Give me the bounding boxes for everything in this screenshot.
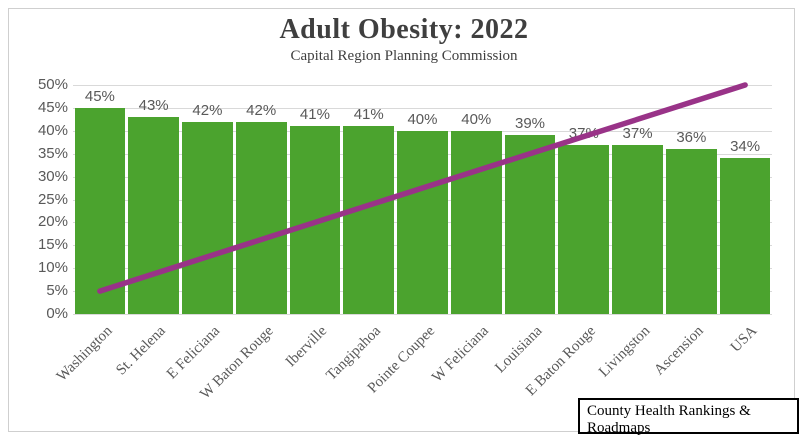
- y-axis-tick-label: 50%: [37, 76, 68, 93]
- bar-value-label: 40%: [461, 110, 492, 128]
- bar: [504, 135, 556, 314]
- trendline: [97, 82, 748, 294]
- bar: [612, 144, 663, 314]
- bar-value-label: 39%: [515, 115, 546, 133]
- bar-value-label: 41%: [299, 106, 330, 124]
- bar-value-label: 37%: [622, 124, 653, 142]
- bar-value-label: 42%: [246, 101, 277, 119]
- plot-area: 45% 43% 42% 42% 41% 41% 40% 40% 39% 37% 37% 36% 34%: [73, 82, 772, 315]
- bar-value-label: 42%: [192, 101, 223, 119]
- source-label: County Health Rankings & Roadmaps: [587, 403, 751, 436]
- gridline: [73, 85, 772, 86]
- bar-value-label: 40%: [407, 110, 438, 128]
- bar-value-label: 36%: [676, 129, 707, 147]
- bar-value-label: 34%: [730, 138, 761, 156]
- x-axis-category-label: Iberville: [283, 323, 331, 371]
- x-axis-category-label: W Feliciana: [428, 323, 492, 386]
- bar: [74, 107, 126, 314]
- bar: [343, 126, 395, 314]
- y-axis-tick-label: 25%: [37, 190, 68, 208]
- bar-value-label: 45%: [84, 87, 115, 105]
- bar: [665, 149, 717, 314]
- gridline: [73, 107, 772, 109]
- bar: [719, 158, 771, 314]
- y-axis-tick-label: 5%: [46, 282, 68, 300]
- y-axis-tick-label: 15%: [37, 236, 68, 254]
- bar: [397, 130, 448, 314]
- bar-value-label: 43%: [138, 97, 169, 115]
- chart-subtitle: Capital Region Planning Commission: [290, 48, 518, 64]
- y-axis-tick-label: 40%: [37, 121, 68, 139]
- x-axis-category-label: USA: [727, 323, 761, 356]
- x-axis-category-label: Louisiana: [492, 323, 546, 377]
- x-axis-category-label: St. Helena: [113, 323, 169, 379]
- bar: [182, 121, 233, 314]
- y-axis-tick-label: 30%: [37, 167, 68, 185]
- source-box: County Health Rankings & Roadmaps: [578, 398, 799, 436]
- x-axis-category-label: Ascension: [651, 323, 707, 379]
- y-axis-tick-label: 10%: [37, 259, 68, 277]
- bar-value-label: 41%: [353, 106, 384, 124]
- x-axis-category-label: Livingston: [595, 323, 653, 381]
- gridline: [73, 314, 772, 315]
- bar: [450, 130, 502, 314]
- y-axis-tick-label: 20%: [37, 213, 68, 231]
- y-axis-tick-label: 45%: [37, 98, 68, 116]
- y-axis: 0% 5% 10% 15% 20% 25% 30% 35% 40% 45% 50%: [10, 77, 68, 322]
- y-axis-tick-label: 0%: [46, 305, 68, 322]
- chart-title: Adult Obesity: 2022: [279, 14, 529, 45]
- bar: [235, 121, 287, 314]
- bar: [558, 144, 610, 314]
- y-axis-tick-label: 35%: [37, 144, 68, 162]
